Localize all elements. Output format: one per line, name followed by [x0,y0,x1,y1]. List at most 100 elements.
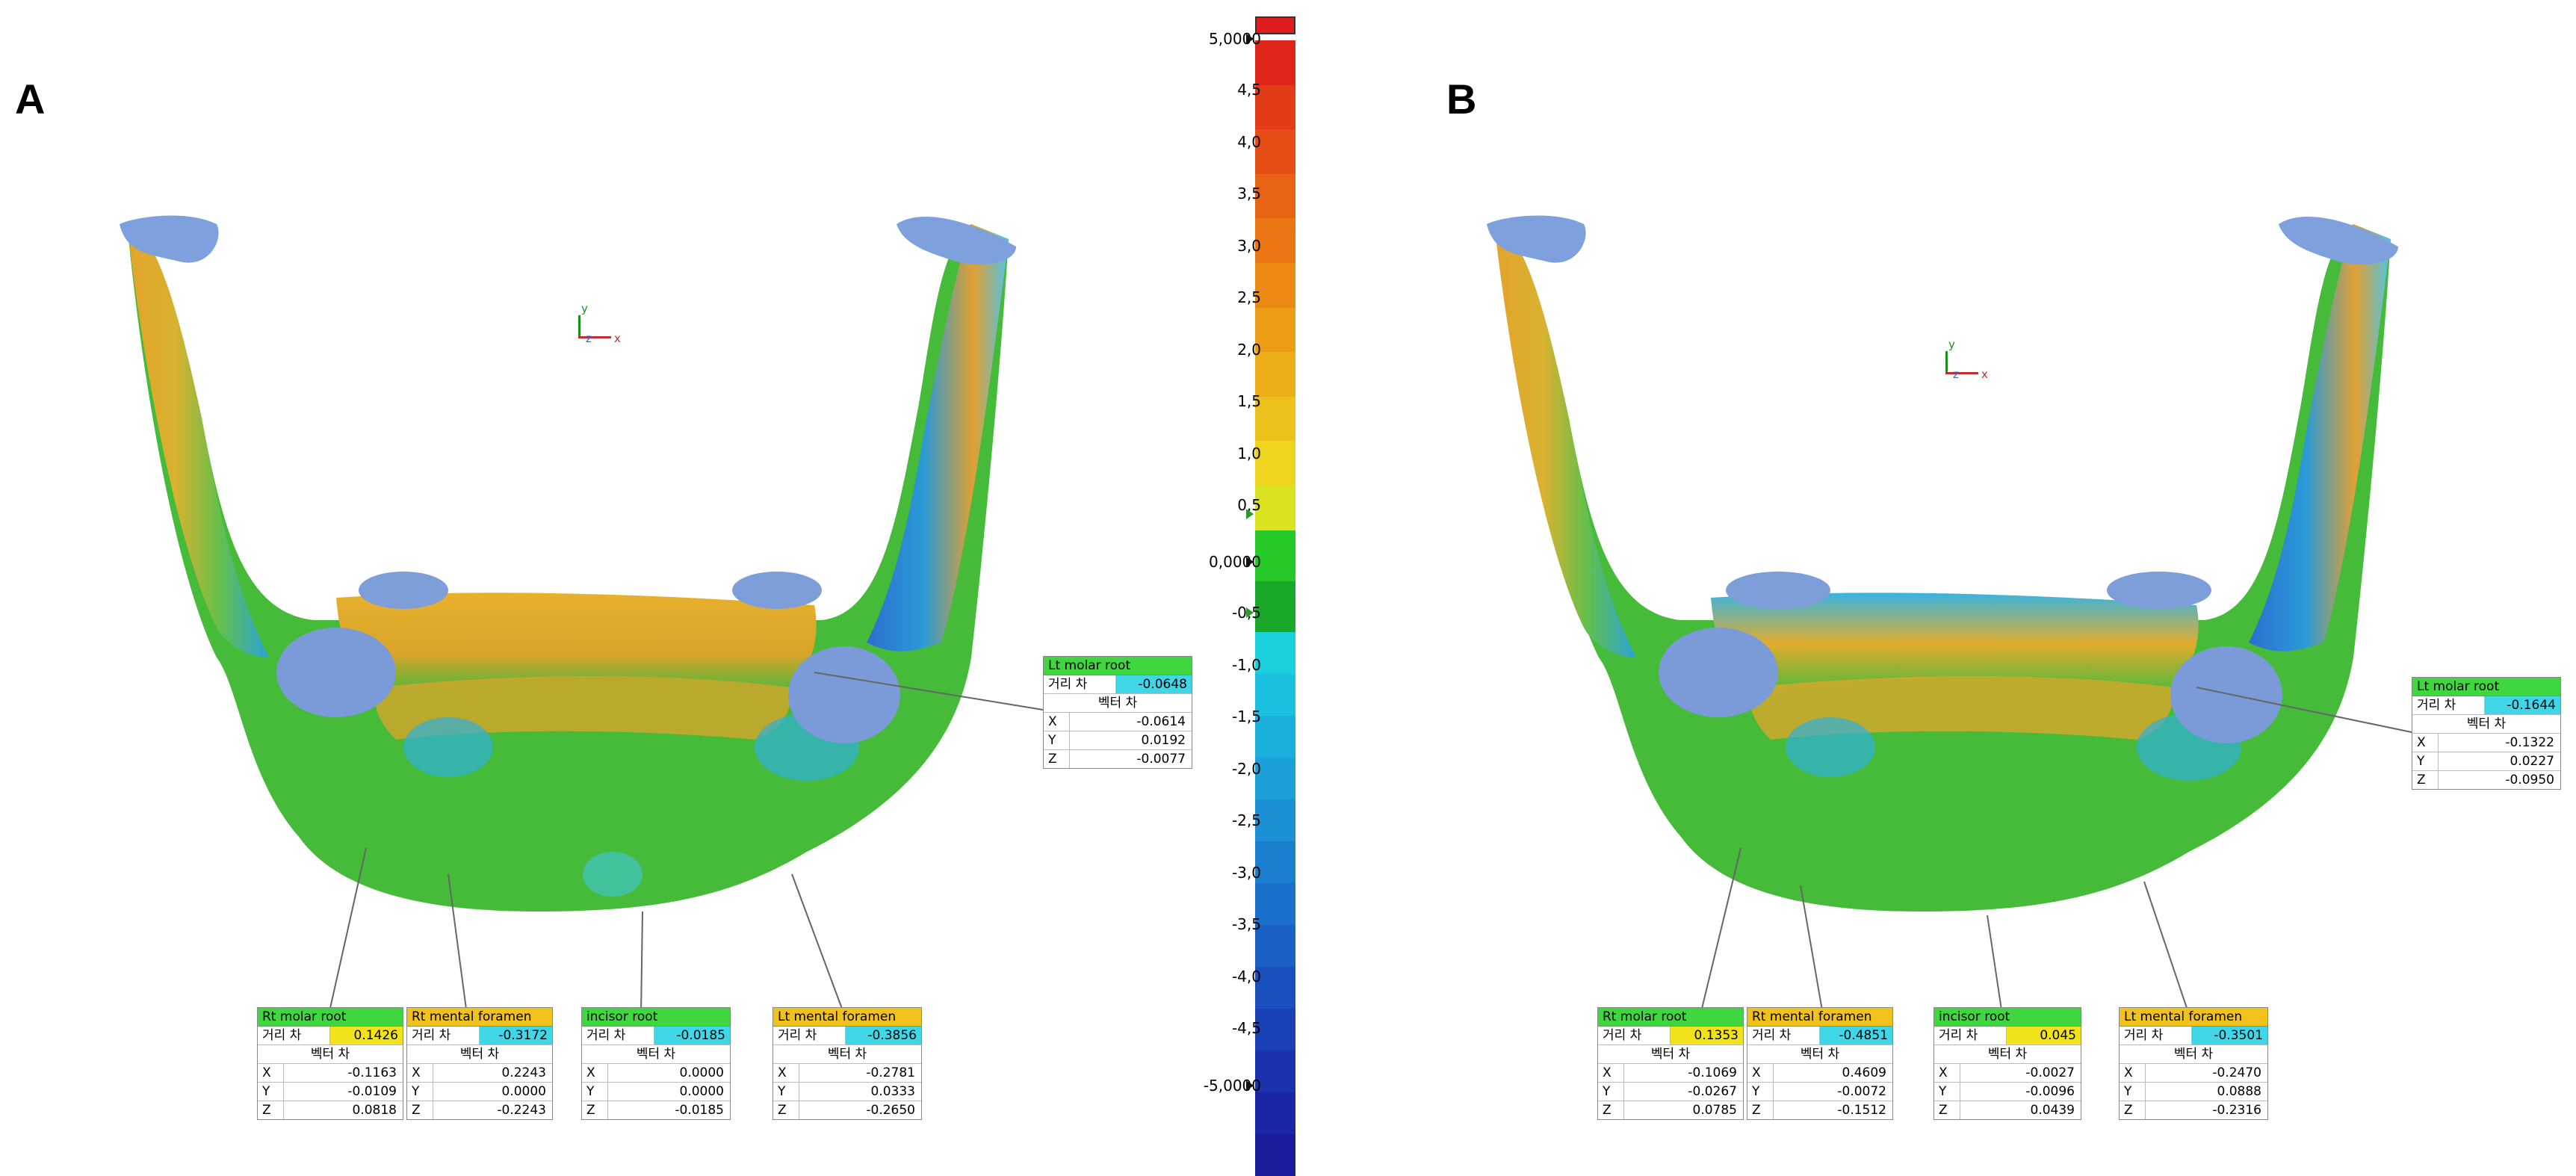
measurement-box-title: Rt mental foramen [407,1008,552,1027]
scale-segment-high [1255,352,1295,397]
x-axis-label: X [1747,1064,1774,1082]
panel-label-a: A [15,75,46,123]
y-axis-label: Y [2120,1083,2146,1101]
scale-segment-low [1255,924,1295,967]
measurement-box: Lt mental foramen 거리 차 -0.3501 벡터 차 X -0.2470… [2119,1007,2268,1120]
measurement-box-title: Rt molar root [1598,1008,1743,1027]
scale-tick-label: -1,0 [1231,655,1261,674]
scale-max-marker-icon [1246,34,1254,44]
scale-segment-high [1255,218,1295,263]
scale-segment-high [1255,263,1295,308]
distance-label: 거리 차 [258,1027,330,1045]
scale-segment-low [1255,966,1295,1009]
scale-upper-threshold-marker-icon [1246,509,1254,519]
distance-value: 0.045 [2007,1027,2081,1045]
distance-value: -0.3501 [2192,1027,2267,1045]
x-value: -0.1163 [347,1065,397,1080]
vector-label: 벡터 차 [459,1047,500,1062]
scale-segment-high [1255,173,1295,219]
axis-gizmo-a: y z x [572,302,632,351]
y-axis-label: Y [1044,731,1070,749]
z-value: 0.0785 [1692,1103,1737,1118]
y-axis-label: Y [2412,752,2439,770]
distance-label: 거리 차 [1044,675,1116,693]
distance-label: 거리 차 [582,1027,654,1045]
leader-lines-a [328,672,1044,1015]
distance-label: 거리 차 [773,1027,846,1045]
color-scale-bar [1255,16,1295,1176]
z-value: -0.0950 [2505,773,2554,787]
y-axis-label: Y [582,1083,608,1101]
mandible-a [120,215,1016,912]
scale-tick-label: 2,5 [1237,288,1261,306]
scale-tick-label: 1,0 [1237,444,1261,462]
z-axis-label: Z [1747,1101,1774,1119]
z-value: -0.1512 [1837,1103,1886,1118]
x-axis-label: X [582,1064,608,1082]
distance-value: -0.4851 [1820,1027,1892,1045]
x-axis-label: X [1934,1064,1960,1082]
scale-segment-mid [1255,581,1295,632]
distance-label: 거리 차 [407,1027,480,1045]
axis-gizmo-b: y z x [1939,338,1999,387]
measurement-box: Rt molar root 거리 차 0.1353 벡터 차 X -0.1069 Y -0.0… [1597,1007,1744,1120]
y-value: -0.0109 [347,1084,397,1099]
z-value: 0.0818 [352,1103,397,1118]
scale-segment-low [1255,757,1295,799]
y-value: -0.0096 [2025,1084,2075,1099]
scale-segment-low [1255,1133,1295,1176]
distance-value: -0.0185 [654,1027,730,1045]
scale-tick-label: -4,5 [1231,1019,1261,1037]
z-axis-label: Z [258,1101,284,1119]
measurement-box: Lt mental foramen 거리 차 -0.3856 벡터 차 X -0.2781… [773,1007,922,1120]
z-axis-label: Z [1044,750,1070,768]
scale-tick-label: 4,0 [1237,132,1261,151]
scale-zero-marker-icon [1246,557,1254,567]
y-value: 0.0227 [2510,754,2554,769]
y-axis-label: Y [407,1083,433,1101]
scale-tick-label: 3,0 [1237,236,1261,255]
z-axis-label: Z [1934,1101,1960,1119]
y-value: -0.0267 [1688,1084,1737,1099]
z-axis-label: Z [2412,771,2439,789]
vector-label: 벡터 차 [827,1047,867,1062]
x-value: -0.1069 [1688,1065,1737,1080]
z-value: -0.2316 [2212,1103,2261,1118]
distance-label: 거리 차 [2412,696,2485,714]
scale-segment-mid [1255,530,1295,581]
distance-value: -0.3856 [846,1027,921,1045]
y-value: 0.0333 [870,1084,915,1099]
panel-label-b: B [1446,75,1477,123]
scale-segment-low [1255,631,1295,674]
x-axis-label: X [407,1064,433,1082]
z-value: -0.0077 [1136,752,1186,767]
x-value: -0.1322 [2505,735,2554,750]
x-value: -0.0614 [1136,714,1186,729]
z-axis-label: Z [1598,1101,1624,1119]
measurement-box-title: Lt molar root [1044,657,1192,675]
x-value: -0.2781 [866,1065,915,1080]
measurement-box: Rt mental foramen 거리 차 -0.4851 벡터 차 X 0.4609 Y… [1747,1007,1893,1120]
measurement-box: Lt molar root 거리 차 -0.1644 벡터 차 X -0.1322 Y 0.0… [2412,677,2561,790]
measurement-box-title: Rt mental foramen [1747,1008,1892,1027]
vector-label: 벡터 차 [1987,1047,2028,1062]
scale-tick-label: 3,5 [1237,185,1261,202]
z-axis-label: Z [407,1101,433,1119]
scale-segment-low [1255,673,1295,716]
scale-segment-low [1255,841,1295,883]
scale-tick-label: -2,0 [1231,759,1261,778]
scale-tick-label: 2,0 [1237,340,1261,359]
scale-cap-top [1255,16,1295,34]
scale-segment-low [1255,715,1295,758]
x-axis-label: X [1598,1064,1624,1082]
vector-label: 벡터 차 [2466,717,2507,731]
scale-tick-label: 1,5 [1237,392,1261,410]
x-axis-label: X [2412,734,2439,752]
x-value: 0.0000 [679,1065,724,1080]
distance-value: 0.1426 [330,1027,403,1045]
scale-segment-low [1255,1092,1295,1134]
x-axis-label: X [2120,1064,2146,1082]
scale-segment-low [1255,1008,1295,1050]
measurement-box-title: Lt mental foramen [773,1008,921,1027]
z-value: -0.2650 [866,1103,915,1118]
